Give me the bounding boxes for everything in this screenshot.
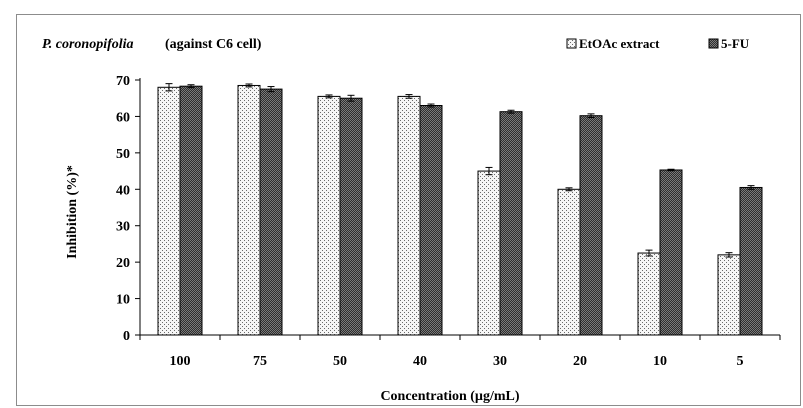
bar-5fu bbox=[339, 97, 363, 336]
x-tick-label: 75 bbox=[253, 354, 267, 369]
x-tick-label: 40 bbox=[413, 354, 427, 369]
x-tick-label: 10 bbox=[653, 354, 667, 369]
y-axis-label: Inhibition (%)* bbox=[65, 165, 80, 259]
chart-title-species: P. coronopifolia bbox=[42, 37, 134, 52]
bar-5fu bbox=[579, 115, 603, 336]
bar-etoac bbox=[637, 252, 661, 336]
y-tick-label: 50 bbox=[116, 147, 130, 162]
legend-swatch-etoac bbox=[566, 38, 577, 49]
y-tick-label: 30 bbox=[116, 220, 130, 235]
bar-5fu bbox=[739, 186, 763, 336]
bar-etoac bbox=[317, 95, 341, 336]
bar-etoac bbox=[477, 170, 501, 336]
bar-5fu bbox=[419, 105, 443, 336]
bar-5fu bbox=[179, 85, 203, 336]
bar-5fu bbox=[659, 169, 683, 336]
legend-swatch-5fu bbox=[708, 38, 719, 49]
x-tick-label: 100 bbox=[170, 354, 191, 369]
y-tick-label: 60 bbox=[116, 110, 130, 125]
plot-area: 0 10 20 30 40 50 60 70 100 75 50 40 30 20 10 5 bbox=[116, 74, 781, 369]
y-tick-label: 40 bbox=[116, 183, 130, 198]
bar-5fu bbox=[499, 111, 523, 336]
x-tick-label: 20 bbox=[573, 354, 587, 369]
x-tick-label: 50 bbox=[333, 354, 347, 369]
x-tick-label: 30 bbox=[493, 354, 507, 369]
bar-5fu bbox=[259, 88, 283, 336]
legend-label-etoac: EtOAc extract bbox=[579, 36, 660, 51]
chart-title-rest: (against C6 cell) bbox=[165, 37, 262, 52]
y-tick-label: 70 bbox=[116, 74, 130, 89]
legend-label-5fu: 5-FU bbox=[721, 36, 750, 51]
y-tick-label: 20 bbox=[116, 256, 130, 271]
bar-etoac bbox=[397, 95, 421, 336]
y-tick-label: 10 bbox=[116, 293, 130, 308]
legend: EtOAc extract 5-FU bbox=[566, 36, 750, 51]
bar-etoac bbox=[237, 84, 261, 336]
bar-etoac bbox=[557, 188, 581, 336]
y-tick-label: 0 bbox=[123, 329, 130, 344]
x-tick-label: 5 bbox=[737, 354, 744, 369]
bar-etoac bbox=[157, 86, 181, 336]
x-axis-label: Concentration (µg/mL) bbox=[380, 389, 519, 404]
bar-etoac bbox=[717, 254, 741, 336]
